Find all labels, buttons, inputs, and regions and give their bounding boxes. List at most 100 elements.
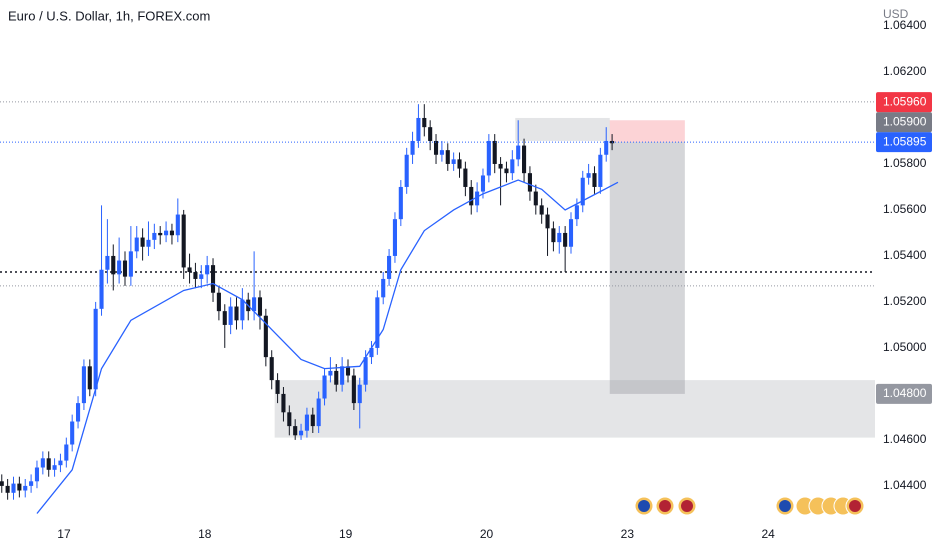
candle-body — [252, 297, 257, 312]
chart-title: Euro / U.S. Dollar, 1h, FOREX.com — [8, 8, 210, 23]
candle-body — [122, 260, 128, 277]
candle-body — [351, 375, 356, 404]
candle-body — [516, 145, 521, 160]
candle-body — [134, 237, 139, 252]
candle-body — [0, 481, 4, 486]
event-icon — [659, 500, 671, 512]
candle-body — [75, 403, 81, 422]
candle-body — [504, 168, 509, 174]
candle-body — [422, 117, 427, 128]
candle-body — [111, 255, 116, 275]
candle-body — [545, 214, 550, 229]
candle-body — [345, 366, 351, 376]
candle-body — [322, 375, 327, 399]
y-tick-label: 1.05000 — [883, 340, 927, 354]
y-tick-label: 1.06200 — [883, 64, 927, 78]
candle-body — [128, 251, 133, 277]
candle-body — [105, 255, 110, 270]
currency: USD — [883, 7, 909, 21]
x-tick-label: 17 — [57, 527, 71, 541]
candle-body — [416, 117, 421, 141]
candle-body — [310, 414, 315, 427]
candle-body — [228, 306, 233, 325]
candle-body — [240, 299, 245, 321]
candle-body — [392, 219, 398, 256]
candle-body — [469, 186, 474, 206]
candle-body — [433, 140, 439, 155]
candle-body — [527, 173, 532, 192]
candle-body — [146, 239, 151, 247]
candle-body — [522, 145, 527, 174]
candle-body — [99, 269, 104, 309]
event-icon — [638, 500, 650, 512]
x-tick-label: 18 — [198, 527, 212, 541]
event-icon — [681, 500, 693, 512]
candle-body — [193, 272, 198, 279]
candle-body — [428, 127, 433, 141]
candle-body — [510, 159, 515, 174]
candle-body — [551, 228, 556, 243]
y-tick-label: 1.05200 — [883, 294, 927, 308]
candle-body — [175, 214, 180, 236]
zone — [609, 142, 685, 394]
candle-body — [299, 430, 304, 436]
x-tick-label: 24 — [762, 527, 776, 541]
candle-body — [275, 380, 280, 394]
y-tick-label: 1.05800 — [883, 156, 927, 170]
candle-body — [46, 458, 51, 470]
y-tick-label: 1.04600 — [883, 432, 927, 446]
y-tick-label: 1.04400 — [883, 478, 927, 492]
candle-body — [381, 278, 386, 298]
price-label-bg — [876, 92, 932, 113]
candle-body — [34, 467, 40, 482]
candle-body — [263, 315, 268, 358]
candle-body — [328, 370, 333, 376]
event-icons — [634, 496, 865, 516]
candle-body — [64, 444, 69, 461]
candle-body — [152, 232, 157, 240]
moving-average — [36, 179, 619, 514]
candle-body — [199, 274, 204, 279]
x-tick-label: 20 — [480, 527, 494, 541]
candle-body — [598, 154, 603, 187]
candle-body — [40, 458, 45, 468]
candle-body — [574, 205, 579, 220]
x-tick-label: 23 — [621, 527, 635, 541]
candle-body — [316, 398, 321, 427]
price-label: 1.04800 — [883, 386, 927, 400]
candle-body — [269, 357, 274, 381]
candle-body — [480, 175, 486, 192]
candle-body — [281, 393, 286, 413]
candle-body — [375, 297, 380, 348]
candle-body — [216, 292, 221, 312]
candle-body — [357, 384, 362, 404]
candle-body — [592, 173, 597, 187]
candle-body — [451, 159, 456, 164]
candle-body — [58, 460, 63, 466]
candle-body — [81, 366, 86, 404]
candle-body — [304, 414, 309, 431]
candle-body — [187, 267, 192, 273]
zone — [609, 120, 685, 143]
price-label: 1.05960 — [883, 94, 927, 108]
candle-body — [23, 485, 28, 491]
candle-body — [340, 366, 345, 385]
candle-body — [87, 366, 92, 390]
candle-body — [457, 159, 462, 169]
event-icon — [849, 500, 861, 512]
event-icon — [779, 500, 791, 512]
candle-body — [580, 177, 585, 206]
candle-body — [222, 311, 227, 325]
candle-body — [52, 465, 57, 470]
candle-body — [586, 173, 591, 178]
candle-body — [164, 230, 169, 236]
candle-body — [29, 481, 34, 486]
zone — [274, 380, 875, 438]
candle-body — [334, 370, 339, 385]
candle-body — [404, 154, 409, 187]
candle-body — [169, 230, 175, 236]
candle-body — [293, 426, 298, 436]
candle-body — [539, 205, 544, 215]
